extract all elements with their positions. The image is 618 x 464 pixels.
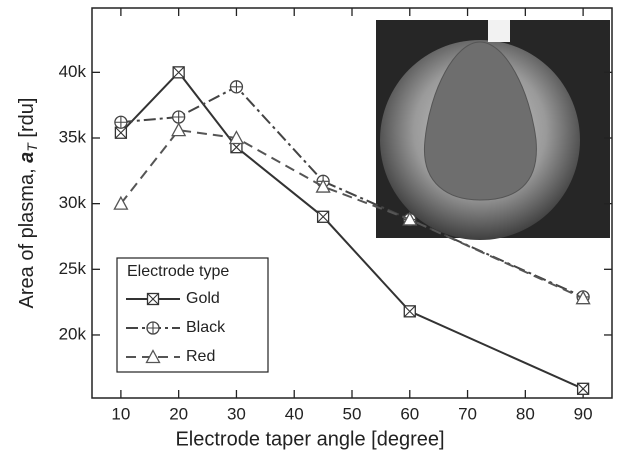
marker-shape: [228, 130, 245, 145]
marker-cross: [403, 305, 416, 318]
series-line: [120, 70, 584, 390]
data-point: [172, 110, 186, 124]
data-point: [171, 122, 187, 137]
data-point: [114, 126, 128, 139]
x-tick-label: 70: [458, 404, 477, 423]
data-point: [172, 66, 185, 79]
x-tick-label: 40: [285, 404, 304, 423]
x-tick-label: 20: [169, 404, 188, 423]
data-point: [229, 80, 244, 94]
y-axis-label: Area of plasma, aT [rdu]: [16, 98, 39, 309]
marker-cross: [173, 111, 185, 123]
x-tick-label: 10: [111, 404, 130, 423]
legend-marker: [146, 321, 160, 335]
y-tick-label: 40k: [59, 62, 87, 81]
data-point: [403, 305, 416, 318]
marker-shape: [315, 178, 331, 193]
data-point: [576, 382, 590, 395]
marker-shape: [145, 349, 161, 364]
x-tick-label: 50: [343, 404, 362, 423]
marker-cross: [577, 382, 589, 395]
inset-image: [376, 20, 610, 240]
inset-plasma: [423, 41, 537, 201]
legend-label: Black: [186, 319, 226, 336]
x-axis-label: Electrode taper angle [degree]: [175, 428, 444, 450]
data-point: [402, 211, 418, 226]
y-label-subscript: T: [24, 142, 40, 152]
legend-box: [116, 257, 269, 373]
marker-cross: [115, 126, 127, 139]
marker-cross: [147, 322, 159, 334]
y-label-symbol: a: [16, 152, 38, 163]
series-line: [120, 129, 584, 300]
data-point: [575, 290, 591, 305]
x-tick-label: 90: [574, 404, 593, 423]
marker-cross: [115, 116, 127, 128]
marker-shape: [113, 195, 129, 210]
y-tick-label: 20k: [59, 324, 87, 343]
x-tick-label: 60: [400, 404, 419, 423]
legend-label: Red: [186, 348, 215, 365]
y-label-unit: [rdu]: [16, 98, 38, 144]
x-tick-label: 30: [227, 404, 246, 423]
marker-cross: [172, 66, 185, 79]
data-point: [228, 130, 245, 145]
data-point: [114, 115, 128, 129]
y-label-text: Area of plasma,: [16, 163, 38, 309]
legend-marker: [146, 292, 160, 306]
legend-marker: [145, 349, 161, 364]
x-tick-label: 80: [516, 404, 535, 423]
marker-cross: [230, 81, 242, 93]
data-point: [316, 210, 330, 223]
legend-title: Electrode type: [127, 263, 229, 280]
marker-shape: [171, 122, 187, 137]
marker-cross: [147, 293, 159, 305]
y-tick-label: 25k: [59, 259, 87, 278]
inset-electrode: [488, 20, 510, 42]
data-point: [113, 195, 129, 210]
marker-shape: [575, 290, 591, 305]
legend-label: Gold: [186, 290, 220, 307]
y-tick-label: 35k: [59, 127, 87, 146]
data-point: [315, 178, 331, 193]
legend: Electrode type Gold Black Red: [116, 257, 269, 373]
marker-shape: [402, 211, 418, 226]
marker-cross: [317, 210, 329, 223]
y-tick-label: 30k: [59, 193, 87, 212]
